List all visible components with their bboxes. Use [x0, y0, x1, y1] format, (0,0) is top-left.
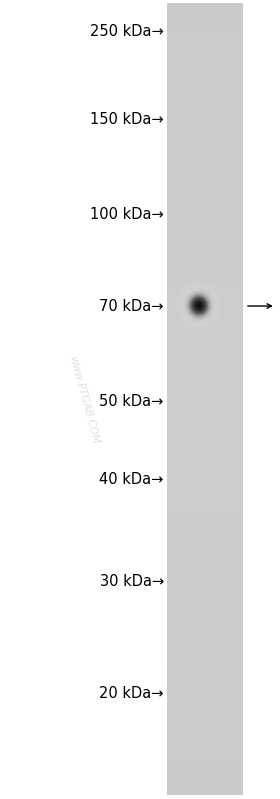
Text: 20 kDa→: 20 kDa→	[99, 686, 164, 701]
Text: 50 kDa→: 50 kDa→	[99, 395, 164, 409]
Text: 30 kDa→: 30 kDa→	[100, 574, 164, 589]
Text: 40 kDa→: 40 kDa→	[99, 472, 164, 487]
Text: 150 kDa→: 150 kDa→	[90, 113, 164, 127]
Text: 250 kDa→: 250 kDa→	[90, 25, 164, 39]
Text: 100 kDa→: 100 kDa→	[90, 207, 164, 221]
Text: www.PTGAB.COM: www.PTGAB.COM	[67, 355, 101, 444]
Text: 70 kDa→: 70 kDa→	[99, 299, 164, 313]
